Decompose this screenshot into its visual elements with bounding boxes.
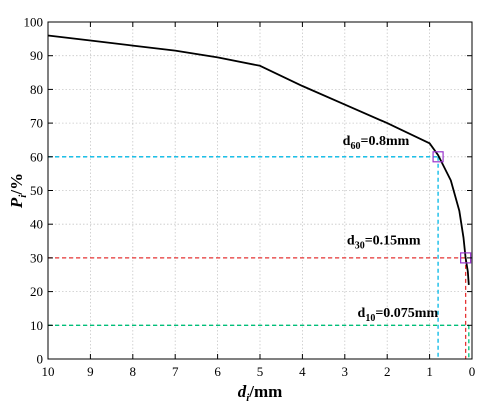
annotation-main: d bbox=[343, 134, 351, 149]
x-tick-label: 2 bbox=[384, 364, 391, 379]
x-tick-label: 7 bbox=[172, 364, 179, 379]
y-tick-label: 80 bbox=[30, 82, 43, 97]
annotation-rest: =0.8mm bbox=[360, 134, 409, 149]
x-axis-title: di/mm bbox=[238, 382, 283, 404]
y-tick-label: 30 bbox=[30, 250, 43, 265]
y-tick-label: 70 bbox=[30, 116, 43, 131]
y-axis-title-sub: i bbox=[17, 194, 29, 198]
data-marker-0 bbox=[432, 151, 444, 163]
annotation-sub: 60 bbox=[350, 141, 360, 152]
x-tick-label: 8 bbox=[130, 364, 137, 379]
y-axis-title-rest: /% bbox=[7, 173, 26, 196]
x-tick-label: 10 bbox=[42, 364, 55, 379]
annotation-sub: 10 bbox=[365, 313, 375, 324]
x-axis-title-sub: i bbox=[246, 392, 250, 404]
x-axis-title-rest: /mm bbox=[248, 382, 282, 401]
guide-lines bbox=[48, 156, 470, 359]
annotation-0: d60=0.8mm bbox=[343, 134, 410, 152]
y-axis-title: Pi/% bbox=[7, 173, 29, 209]
series-line-0 bbox=[47, 34, 470, 285]
y-tick-label: 10 bbox=[30, 318, 43, 333]
x-tick-label: 0 bbox=[469, 364, 476, 379]
x-tick-label: 1 bbox=[426, 364, 433, 379]
y-tick-label: 60 bbox=[30, 149, 43, 164]
series-layer bbox=[47, 34, 470, 285]
y-tick-label: 100 bbox=[24, 15, 44, 30]
y-tick-label: 0 bbox=[37, 352, 44, 367]
y-tick-label: 40 bbox=[30, 217, 43, 232]
x-tick-label: 6 bbox=[214, 364, 221, 379]
y-tick-label: 20 bbox=[30, 284, 43, 299]
annotation-1: d30=0.15mm bbox=[347, 233, 421, 251]
y-tick-label: 50 bbox=[30, 183, 43, 198]
annotation-rest: =0.15mm bbox=[365, 233, 421, 248]
annotation-main: d bbox=[347, 233, 355, 248]
annotation-sub: 30 bbox=[355, 240, 365, 251]
x-tick-label: 4 bbox=[299, 364, 306, 379]
y-tick-label: 90 bbox=[30, 48, 43, 63]
x-tick-label: 5 bbox=[257, 364, 264, 379]
y-axis-title-main: P bbox=[7, 197, 26, 209]
ticks bbox=[47, 21, 473, 360]
x-tick-label: 9 bbox=[87, 364, 94, 379]
x-axis-title-main: d bbox=[238, 382, 247, 401]
annotation-main: d bbox=[358, 306, 366, 321]
annotation-2: d10=0.075mm bbox=[358, 306, 439, 324]
x-tick-label: 3 bbox=[342, 364, 349, 379]
annotation-rest: =0.075mm bbox=[375, 306, 438, 321]
